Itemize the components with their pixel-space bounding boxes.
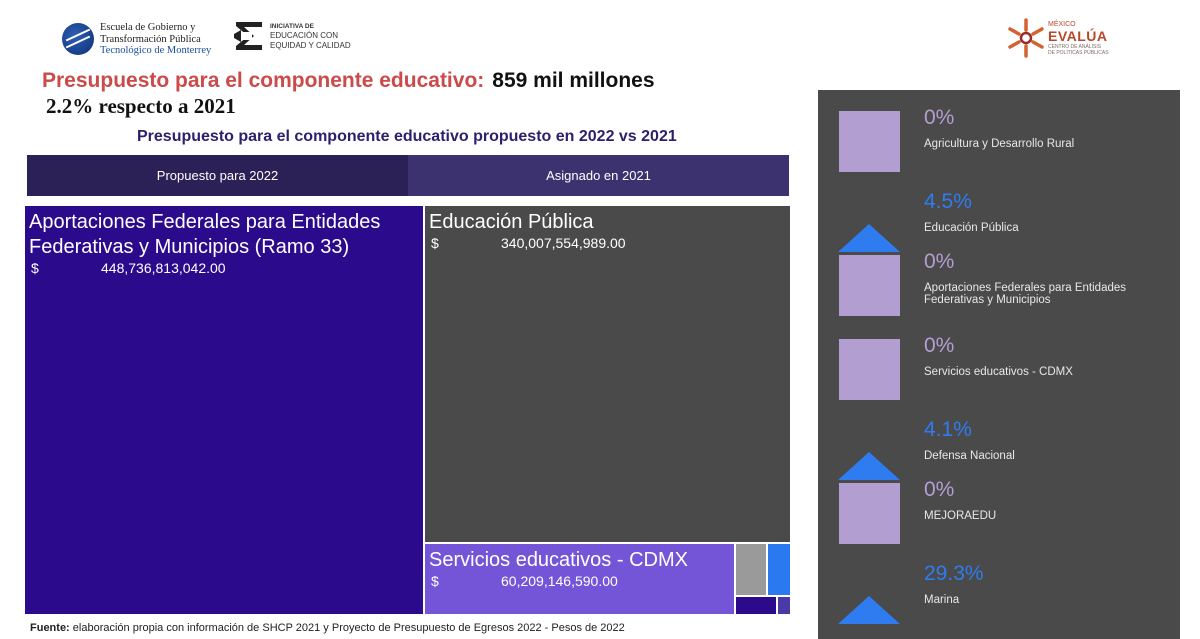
kpi-marina: 29.3% Marina: [838, 562, 1168, 626]
kpi-pct: 4.1%: [924, 418, 972, 441]
evalua-star-icon: [1008, 18, 1044, 58]
tile-amount: 448,736,813,042.00: [101, 260, 226, 276]
kpi-label: MEJORAEDU: [924, 510, 997, 522]
iniciativa-e-icon: [234, 22, 262, 50]
tile-title: Aportaciones Federales para Entidades Fe…: [29, 211, 381, 258]
tile-value: $ 448,736,813,042.00: [25, 260, 423, 276]
tec-line1: Escuela de Gobierno y: [100, 22, 196, 33]
tec-logo-text: Escuela de Gobierno y Transformación Púb…: [100, 22, 211, 57]
kpi-label: Defensa Nacional: [924, 450, 1015, 462]
year-tabs: Propuesto para 2022 Asignado en 2021: [27, 155, 789, 196]
iniciativa-logo-text: INICIATIVA DE EDUCACIÓN CON EQUIDAD Y CA…: [270, 22, 351, 51]
kpi-defensa-nacional: 4.1% Defensa Nacional: [838, 418, 1168, 482]
square-icon: [839, 483, 900, 544]
treemap-tile-small-blue[interactable]: [768, 544, 790, 595]
square-icon: [839, 339, 900, 400]
chart-title: Presupuesto para el componente educativo…: [137, 128, 677, 145]
up-triangle-icon: [838, 596, 900, 624]
currency-symbol: $: [31, 260, 39, 276]
evalua-top: MÉXICO: [1048, 20, 1076, 28]
tile-value: $ 340,007,554,989.00: [425, 235, 790, 251]
treemap-tile-small-violet[interactable]: [778, 597, 790, 614]
kpi-label: Educación Pública: [924, 222, 1019, 234]
kpi-pct: 0%: [924, 250, 955, 273]
kpi-pct: 0%: [924, 334, 955, 357]
footer-text: elaboración propia con información de SH…: [69, 622, 625, 634]
source-footer: Fuente: elaboración propia con informaci…: [30, 622, 625, 634]
kpi-pct: 29.3%: [924, 562, 984, 585]
tec-line2: Transformación Pública: [100, 33, 201, 45]
up-triangle-icon: [838, 224, 900, 252]
evalua-name: EVALÚA: [1048, 27, 1108, 44]
kpi-servicios-cdmx: 0% Servicios educativos - CDMX: [838, 334, 1168, 400]
treemap-tile-small-indigo[interactable]: [736, 597, 776, 614]
evalua-sub2: DE POLÍTICAS PÚBLICAS: [1048, 49, 1109, 56]
evalua-sub1: CENTRO DE ANÁLISIS: [1048, 43, 1102, 50]
ie-line3: EQUIDAD Y CALIDAD: [270, 40, 351, 50]
treemap-tile-servicios-cdmx[interactable]: Servicios educativos - CDMX $ 60,209,146…: [425, 544, 734, 614]
tile-value: $ 60,209,146,590.00: [425, 573, 734, 589]
ie-line2: EDUCACIÓN CON: [270, 31, 339, 41]
kpi-label: Aportaciones Federales para Entidades Fe…: [924, 282, 1127, 306]
treemap-tile-educacion-publica[interactable]: Educación Pública $ 340,007,554,989.00: [425, 206, 790, 542]
mexico-evalua-logo: MÉXICO EVALÚA CENTRO DE ANÁLISIS DE POLÍ…: [1006, 16, 1109, 60]
headline-value: 859 mil millones: [492, 69, 655, 92]
tile-amount: 340,007,554,989.00: [501, 235, 626, 251]
footer-label: Fuente:: [30, 622, 70, 634]
kpi-label: Servicios educativos - CDMX: [924, 366, 1073, 378]
currency-symbol: $: [431, 235, 439, 251]
kpi-agricultura: 0% Agricultura y Desarrollo Rural: [838, 106, 1168, 172]
tile-title: Educación Pública: [429, 211, 594, 233]
evalua-logo-text: MÉXICO EVALÚA CENTRO DE ANÁLISIS DE POLÍ…: [1048, 21, 1109, 56]
tec-globe-icon: [62, 23, 94, 56]
treemap-tile-small-gray[interactable]: [736, 544, 766, 595]
kpi-pct: 4.5%: [924, 190, 972, 213]
headline-label: Presupuesto para el componente educativo…: [42, 69, 485, 92]
square-icon: [839, 111, 900, 172]
currency-symbol: $: [431, 573, 439, 589]
tile-amount: 60,209,146,590.00: [501, 573, 618, 589]
treemap-tile-ramo33[interactable]: Aportaciones Federales para Entidades Fe…: [25, 206, 423, 614]
headline: Presupuesto para el componente educativo…: [42, 69, 655, 93]
kpi-educacion-publica: 4.5% Educación Pública: [838, 190, 1168, 254]
kpi-label: Marina: [924, 594, 960, 606]
kpi-pct: 0%: [924, 106, 955, 129]
budget-treemap: Aportaciones Federales para Entidades Fe…: [25, 206, 790, 614]
change-panel: 0% Agricultura y Desarrollo Rural 4.5% E…: [818, 90, 1180, 639]
tab-propuesto-2022[interactable]: Propuesto para 2022: [27, 155, 408, 196]
kpi-aportaciones: 0% Aportaciones Federales para Entidades…: [838, 250, 1168, 316]
up-triangle-icon: [838, 452, 900, 480]
tab-asignado-2021[interactable]: Asignado en 2021: [408, 155, 789, 196]
square-icon: [839, 255, 900, 316]
iniciativa-educacion-logo: INICIATIVA DE EDUCACIÓN CON EQUIDAD Y CA…: [232, 18, 351, 54]
kpi-pct: 0%: [924, 478, 955, 501]
tec-line3: Tecnológico de Monterrey: [100, 45, 212, 56]
tec-logo: Escuela de Gobierno y Transformación Púb…: [62, 22, 211, 57]
ie-line1: INICIATIVA DE: [270, 22, 314, 30]
tile-title: Servicios educativos - CDMX: [429, 549, 688, 571]
subheadline: 2.2% respecto a 2021: [46, 94, 236, 118]
kpi-label: Agricultura y Desarrollo Rural: [924, 138, 1075, 150]
kpi-mejoraedu: 0% MEJORAEDU: [838, 478, 1168, 544]
